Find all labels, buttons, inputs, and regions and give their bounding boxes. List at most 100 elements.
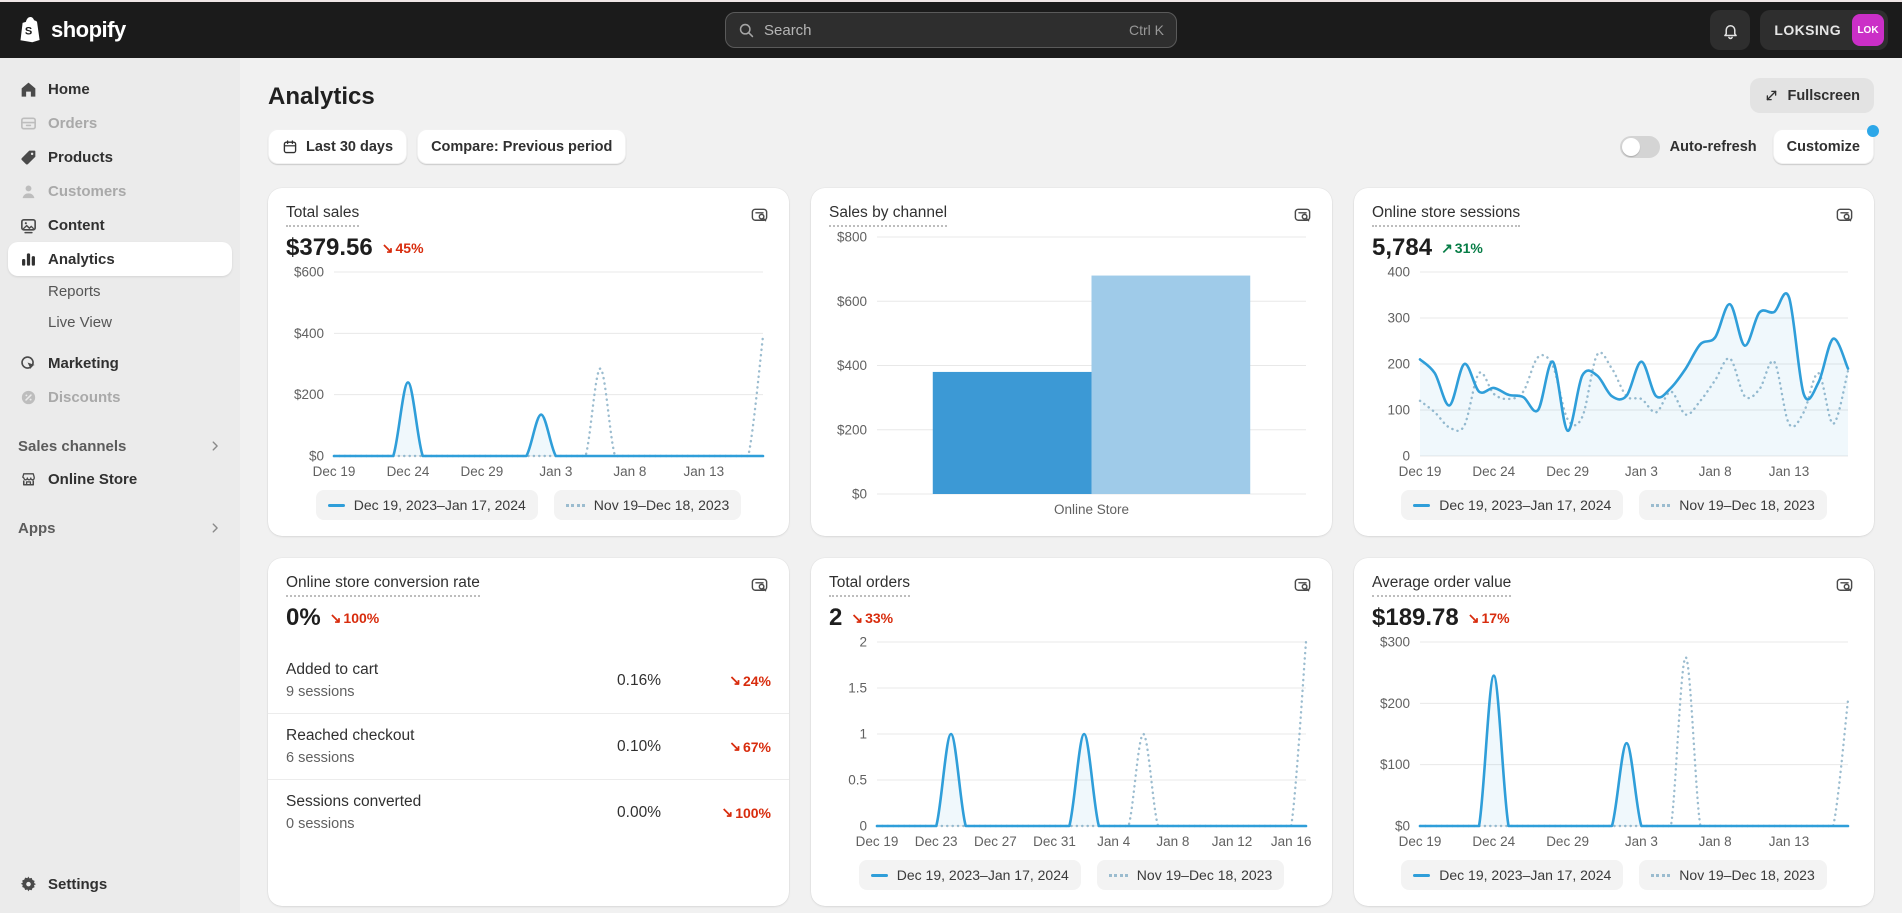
sidebar-item-marketing[interactable]: Marketing — [8, 346, 232, 380]
dotted-line-marker — [1108, 873, 1128, 877]
svg-text:$0: $0 — [309, 449, 324, 464]
svg-text:Dec 23: Dec 23 — [915, 834, 958, 849]
svg-text:400: 400 — [1387, 266, 1410, 280]
svg-text:Jan 3: Jan 3 — [1625, 834, 1658, 849]
window-edge — [0, 0, 1902, 2]
svg-text:Dec 19: Dec 19 — [313, 464, 356, 479]
chart-legend: Dec 19, 2023–Jan 17, 2024 Nov 19–Dec 18,… — [286, 490, 771, 520]
sidebar-item-reports[interactable]: Reports — [48, 283, 101, 300]
customize-button[interactable]: Customize — [1772, 129, 1874, 164]
shopify-logo[interactable]: S shopify — [14, 15, 244, 45]
svg-text:Jan 13: Jan 13 — [684, 464, 725, 479]
legend-current: Dec 19, 2023–Jan 17, 2024 — [1401, 860, 1624, 890]
legend-current: Dec 19, 2023–Jan 17, 2024 — [1401, 490, 1624, 520]
sidebar-item-products[interactable]: Products — [8, 140, 232, 174]
card-title-total-orders[interactable]: Total orders — [829, 574, 910, 597]
sales-channels-header[interactable]: Sales channels — [8, 430, 232, 462]
notifications-button[interactable] — [1710, 10, 1751, 50]
solid-line-marker — [327, 503, 345, 507]
chart-legend: Dec 19, 2023–Jan 17, 2024 Nov 19–Dec 18,… — [829, 860, 1314, 890]
total-orders-card: Total orders 2 ↘ 33% 0 0.5 1 1.5 2 Dec 19 Dec 2… — [811, 558, 1332, 906]
svg-text:Dec 24: Dec 24 — [1472, 464, 1515, 479]
card-title-total-sales[interactable]: Total sales — [286, 204, 360, 227]
sidebar-item-analytics[interactable]: Analytics — [8, 242, 232, 276]
metric-value: 5,784 — [1372, 234, 1433, 261]
report-icon[interactable] — [1291, 204, 1314, 227]
card-title-sessions[interactable]: Online store sessions — [1372, 204, 1521, 227]
avatar: LOK — [1852, 14, 1884, 46]
solid-line-marker — [1413, 503, 1431, 507]
chart-legend: Dec 19, 2023–Jan 17, 2024 Nov 19–Dec 18,… — [1372, 860, 1856, 890]
svg-text:Jan 13: Jan 13 — [1769, 834, 1810, 849]
svg-text:Jan 13: Jan 13 — [1769, 464, 1810, 479]
solid-line-marker — [870, 873, 888, 877]
sidebar-item-settings[interactable]: Settings — [8, 867, 232, 901]
report-icon[interactable] — [748, 204, 771, 227]
funnel-row-added-to-cart: Added to cart 9 sessions 0.16% ↘ 24% — [286, 661, 771, 700]
svg-text:Dec 19: Dec 19 — [856, 834, 899, 849]
report-icon[interactable] — [1833, 574, 1856, 597]
svg-text:Dec 29: Dec 29 — [1546, 464, 1589, 479]
user-menu[interactable]: LOKSING LOK — [1760, 10, 1888, 50]
svg-text:Jan 3: Jan 3 — [539, 464, 572, 479]
chevron-right-icon — [208, 521, 222, 535]
svg-text:Dec 24: Dec 24 — [1472, 834, 1515, 849]
apps-header[interactable]: Apps — [8, 512, 232, 544]
svg-text:100: 100 — [1387, 403, 1410, 418]
card-title-avg-order-value[interactable]: Average order value — [1372, 574, 1512, 597]
report-icon[interactable] — [1833, 204, 1856, 227]
svg-text:2: 2 — [859, 636, 867, 650]
arrow-up-icon: ↗ — [1441, 239, 1453, 256]
topbar: S shopify Search Ctrl K LOKSING LOK — [0, 2, 1902, 58]
funnel-row-reached-checkout: Reached checkout 6 sessions 0.10% ↘ 67% — [268, 713, 789, 779]
report-icon[interactable] — [1291, 574, 1314, 597]
dotted-line-marker — [1651, 873, 1671, 877]
bell-icon — [1721, 21, 1740, 40]
metric-value: 2 — [829, 604, 843, 631]
date-range-button[interactable]: Last 30 days — [268, 129, 408, 164]
sidebar-item-online-store[interactable]: Online Store — [8, 462, 232, 496]
report-icon[interactable] — [748, 574, 771, 597]
auto-refresh-toggle[interactable] — [1619, 135, 1660, 158]
arrow-down-icon: ↘ — [1467, 609, 1480, 626]
funnel-rate: 0.10% — [617, 737, 661, 755]
sidebar-item-discounts: Discounts — [8, 380, 232, 414]
delta-badge: ↘ 67% — [729, 738, 771, 755]
new-indicator-dot — [1867, 125, 1879, 137]
delta-badge: ↘ 45% — [381, 239, 424, 257]
search-input[interactable]: Search Ctrl K — [725, 12, 1177, 48]
delta-badge: ↘ 100% — [721, 804, 771, 821]
svg-text:0: 0 — [859, 819, 867, 834]
svg-text:$0: $0 — [852, 487, 867, 502]
fullscreen-icon — [1764, 88, 1779, 103]
svg-text:$600: $600 — [294, 266, 324, 280]
svg-text:$0: $0 — [1395, 819, 1410, 834]
avg-order-value-chart: $0 $100 $200 $300 Dec 19 Dec 24 Dec 29 Jan 3 Jan… — [1372, 636, 1856, 852]
delta-badge: ↘ 33% — [851, 609, 894, 627]
fullscreen-button[interactable]: Fullscreen — [1750, 78, 1874, 113]
svg-text:$400: $400 — [837, 358, 867, 373]
legend-previous: Nov 19–Dec 18, 2023 — [1639, 490, 1827, 520]
auto-refresh-control: Auto-refresh — [1619, 135, 1757, 158]
calendar-icon — [282, 139, 298, 155]
svg-text:300: 300 — [1387, 311, 1410, 326]
svg-text:Dec 29: Dec 29 — [461, 464, 504, 479]
arrow-down-icon: ↘ — [851, 609, 864, 626]
legend-previous: Nov 19–Dec 18, 2023 — [1639, 860, 1827, 890]
page-title: Analytics — [268, 82, 375, 110]
average-order-value-card: Average order value $189.78 ↘ 17% $0 $100 $… — [1354, 558, 1874, 906]
sidebar-item-live-view[interactable]: Live View — [48, 314, 112, 331]
svg-text:$200: $200 — [294, 387, 324, 402]
orders-icon — [18, 113, 38, 133]
card-title-conversion[interactable]: Online store conversion rate — [286, 574, 480, 597]
svg-text:$200: $200 — [837, 422, 867, 437]
sidebar-item-content[interactable]: Content — [8, 208, 232, 242]
home-icon — [18, 79, 38, 99]
svg-text:Jan 8: Jan 8 — [1699, 464, 1732, 479]
compare-button[interactable]: Compare: Previous period — [417, 129, 627, 164]
svg-text:$200: $200 — [1380, 696, 1410, 711]
card-title-sales-by-channel[interactable]: Sales by channel — [829, 204, 948, 227]
svg-text:Jan 8: Jan 8 — [613, 464, 646, 479]
svg-text:S: S — [25, 26, 32, 38]
sidebar-item-home[interactable]: Home — [8, 72, 232, 106]
